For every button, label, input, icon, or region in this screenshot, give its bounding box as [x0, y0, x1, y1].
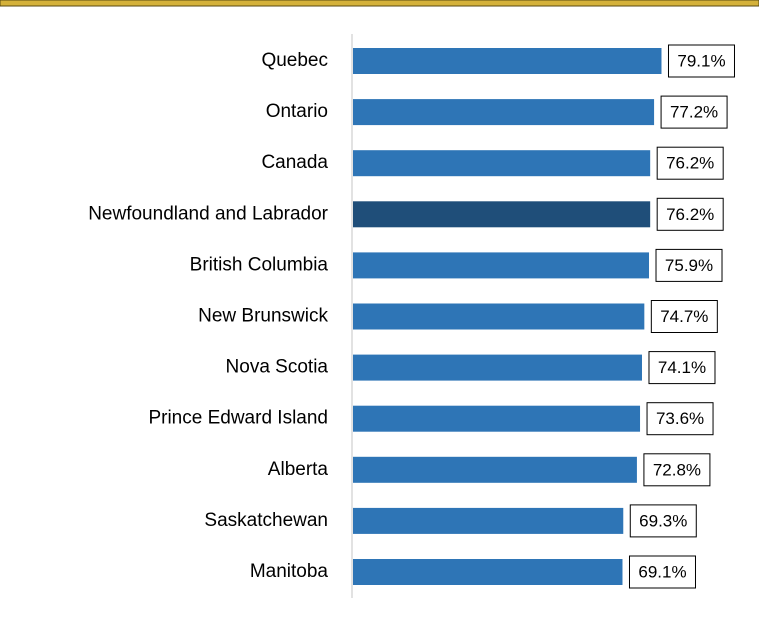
value-label-box — [656, 197, 724, 231]
value-label-box — [660, 95, 728, 129]
value-label-box — [650, 300, 718, 333]
category-label: Saskatchewan — [204, 510, 328, 531]
value-label: 79.1% — [677, 51, 725, 70]
bar — [353, 150, 651, 177]
category-label: Prince Edward Island — [148, 408, 328, 429]
bar — [353, 99, 655, 126]
bar — [353, 507, 624, 534]
top-band — [0, 0, 759, 7]
value-label-box — [655, 248, 723, 282]
category-label: British Columbia — [190, 254, 329, 275]
value-label: 72.8% — [653, 460, 701, 479]
value-label: 69.3% — [639, 511, 687, 530]
bar — [353, 252, 650, 279]
value-label: 73.6% — [656, 409, 704, 428]
value-label-box — [667, 44, 735, 78]
value-label-box — [656, 146, 724, 180]
category-label: New Brunswick — [198, 306, 328, 327]
value-label: 69.1% — [638, 562, 686, 581]
bar — [353, 456, 637, 483]
category-label: Alberta — [268, 459, 329, 480]
value-label-box — [628, 555, 696, 589]
value-label: 76.2% — [666, 154, 714, 173]
category-label: Newfoundland and Labrador — [88, 203, 328, 224]
category-label: Canada — [261, 152, 328, 173]
bar — [353, 559, 623, 585]
value-label: 77.2% — [670, 103, 718, 122]
value-label-box — [629, 504, 697, 538]
value-label: 74.7% — [660, 307, 708, 326]
bar — [353, 48, 662, 74]
value-label: 76.2% — [666, 205, 714, 224]
bar — [353, 405, 641, 432]
value-label-box — [646, 402, 714, 436]
value-label: 74.1% — [658, 358, 706, 377]
category-label: Ontario — [266, 101, 328, 122]
category-label: Quebec — [261, 50, 328, 71]
value-label: 75.9% — [665, 256, 713, 275]
bar — [353, 354, 642, 381]
bar — [353, 201, 651, 228]
value-label-box — [643, 453, 711, 487]
category-label: Nova Scotia — [226, 357, 329, 378]
value-label-box — [648, 351, 716, 385]
category-label: Manitoba — [250, 561, 329, 582]
bar — [353, 303, 645, 330]
